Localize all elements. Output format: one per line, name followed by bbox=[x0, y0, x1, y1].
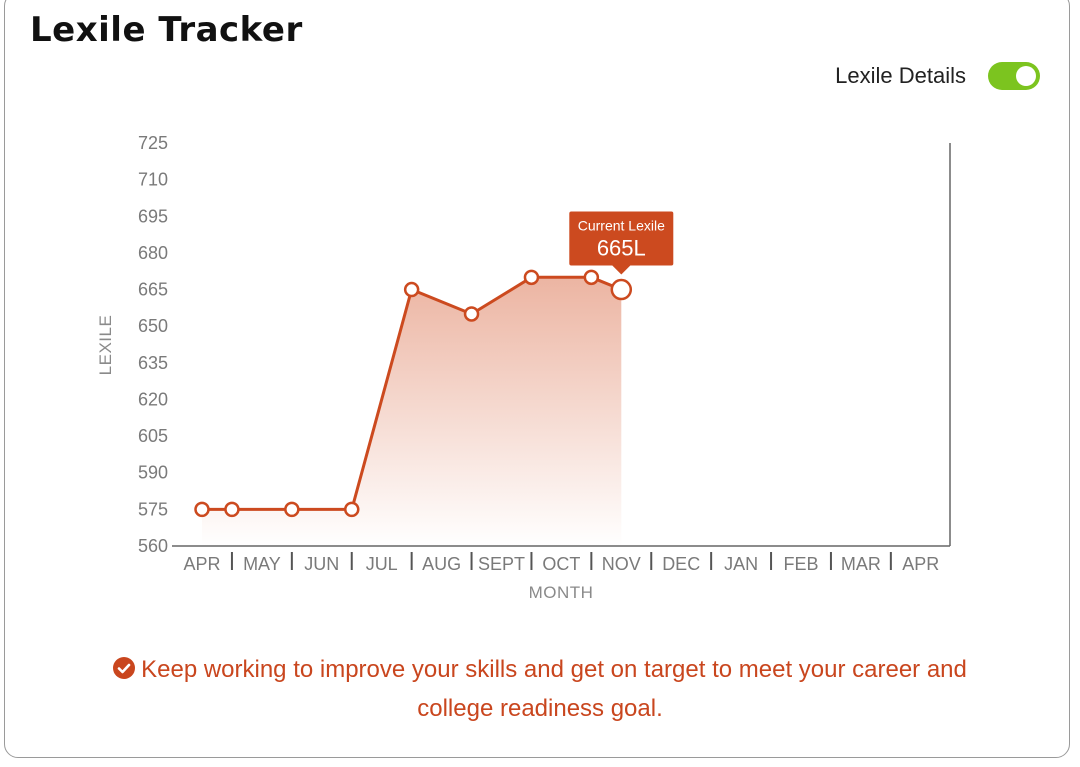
lexile-point bbox=[583, 269, 600, 286]
check-circle-icon bbox=[113, 657, 136, 679]
lexile-point bbox=[463, 306, 480, 322]
lexile-point bbox=[403, 281, 420, 298]
current-lexile-value: 665L bbox=[597, 236, 646, 261]
lexile-point bbox=[194, 501, 210, 518]
x-tick-label: FEB bbox=[783, 554, 818, 574]
lexile-point bbox=[344, 501, 360, 518]
x-tick-label: OCT bbox=[542, 554, 580, 574]
x-tick-label: JUN bbox=[304, 554, 339, 574]
y-tick-label: 575 bbox=[138, 499, 168, 519]
toggle-knob bbox=[1016, 66, 1036, 86]
x-tick-label: APR bbox=[902, 554, 939, 574]
y-tick-label: 635 bbox=[138, 353, 168, 373]
y-tick-label: 605 bbox=[138, 426, 168, 446]
x-axis-title: MONTH bbox=[529, 583, 594, 602]
x-tick-label: AUG bbox=[422, 554, 461, 574]
current-lexile-tooltip: Current Lexile 665L bbox=[569, 211, 674, 275]
x-tick-label: SEPT bbox=[478, 554, 525, 574]
lexile-chart: 560 575 590 605 620 635 650 665 680 695 710 725 APR… bbox=[96, 133, 951, 602]
y-tick-label: 710 bbox=[138, 170, 168, 190]
y-axis-title: LEXILE bbox=[96, 315, 115, 376]
lexile-area bbox=[202, 277, 622, 546]
x-axis-ticks: APR MAY JUN JUL AUG SEPT OCT NOV DEC JAN FEB MAR APR bbox=[183, 552, 939, 574]
x-tick-label: JUL bbox=[366, 554, 398, 574]
lexile-details-toggle-group: Lexile Details bbox=[835, 62, 1040, 90]
lexile-points bbox=[194, 269, 633, 518]
page-title: Lexile Tracker bbox=[30, 10, 303, 50]
x-tick-label: DEC bbox=[662, 554, 700, 574]
lexile-details-toggle[interactable] bbox=[988, 62, 1040, 90]
tooltip-box bbox=[569, 211, 674, 266]
current-lexile-label: Current Lexile bbox=[578, 218, 665, 234]
x-tick-label: MAR bbox=[841, 554, 881, 574]
lexile-point bbox=[523, 269, 540, 286]
y-tick-label: 590 bbox=[138, 463, 168, 483]
y-tick-label: 695 bbox=[138, 206, 168, 226]
lexile-point bbox=[284, 501, 300, 518]
current-lexile-point[interactable] bbox=[610, 278, 633, 301]
y-tick-label: 665 bbox=[138, 280, 168, 300]
x-tick-label: MAY bbox=[243, 554, 281, 574]
y-tick-label: 650 bbox=[138, 316, 168, 336]
x-tick-label: APR bbox=[183, 554, 220, 574]
tooltip-arrow bbox=[612, 265, 631, 275]
readiness-message-text: Keep working to improve your skills and … bbox=[141, 656, 967, 722]
lexile-point bbox=[224, 501, 240, 518]
y-tick-label: 725 bbox=[138, 133, 168, 153]
readiness-message: Keep working to improve your skills and … bbox=[80, 650, 1000, 728]
x-tick-label: NOV bbox=[602, 554, 641, 574]
y-tick-label: 560 bbox=[138, 536, 168, 556]
y-axis-ticks: 560 575 590 605 620 635 650 665 680 695 710 725 bbox=[138, 133, 168, 556]
y-tick-label: 620 bbox=[138, 389, 168, 409]
y-tick-label: 680 bbox=[138, 243, 168, 263]
lexile-details-label: Lexile Details bbox=[835, 63, 966, 88]
x-tick-label: JAN bbox=[724, 554, 758, 574]
